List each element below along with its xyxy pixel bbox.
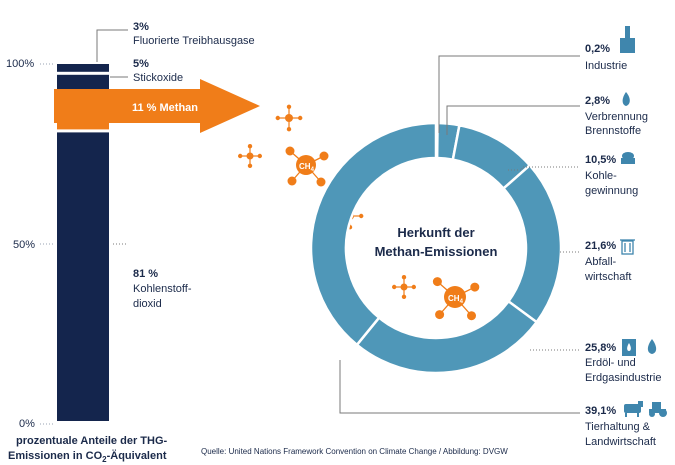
donut-title-line1: Herkunft der [397,225,474,240]
nitrous-label: Stickoxide [133,72,183,84]
abfall-label-line2: wirtschaft [584,271,631,283]
methane-molecule-small [392,275,416,299]
methane-molecule-large: CH4 [285,146,329,187]
verbrennung-label-line1: Verbrennung [585,111,648,123]
fluorinated-label: Fluorierte Treibhausgase [133,35,255,47]
co2-label-line2: dioxid [133,298,162,310]
leader-tierhaltung [339,360,580,414]
bar-segment-fluorinated [57,64,109,72]
kohle-label-line1: Kohle- [585,170,617,182]
tierhaltung-pct: 39,1% [585,405,616,417]
methane-arrow [54,79,260,133]
leader-fluorinated [96,29,128,62]
bar-caption-line1: prozentuale Anteile der THG- [16,435,168,447]
donut-chart: Herkunft der Methan-Emissionen [309,121,563,375]
nitrous-pct: 5% [133,58,149,70]
source-text: Quelle: United Nations Framework Convent… [201,447,508,456]
molecule-formula: CH4 [299,162,315,173]
erdoel-pct: 25,8% [585,342,616,354]
donut-leaders [339,55,580,414]
verbrennung-pct: 2,8% [585,95,610,107]
kohle-pct: 10,5% [585,154,616,166]
verbrennung-label-line2: Brennstoffe [585,125,641,137]
stacked-bar-chart: 100% 50% 0% 11 % Methan 3% Fluorierte Tr… [6,21,260,464]
methane-share-label: 11 % Methan [132,102,198,114]
abfall-pct: 21,6% [585,240,616,252]
trash-can-icon [620,239,635,255]
industrie-label: Industrie [585,60,627,72]
donut-slice-erdoel [355,299,539,375]
bar-caption-line2: Emissionen in CO2-Äquivalent [8,449,167,464]
donut-slice-abfall [501,163,563,324]
industrie-pct: 0,2% [585,43,610,55]
donut-slices [309,121,563,375]
bar-segment-co2 [57,132,109,421]
y-tick-100: 100% [6,58,34,70]
factory-icon [620,26,635,53]
leader-verbrennung [446,105,580,135]
molecule-formula: CH4 [448,294,464,305]
co2-label-line1: Kohlenstoff- [133,283,192,295]
y-tick-0: 0% [19,418,35,430]
flame-icon [622,92,630,106]
donut-title-line2: Methan-Emissionen [375,244,498,259]
leader-kohle [508,166,580,171]
leader-industrie [438,55,580,133]
y-tick-50: 50% [13,239,35,251]
methane-molecule-small [238,144,262,168]
co2-pct: 81 % [133,268,158,280]
bar-segment-nitrous [57,74,109,90]
oil-barrel-icon [622,339,636,356]
donut-labels: 0,2% Industrie 2,8% Verbrennung Brennsto… [584,43,661,448]
cow-icon [624,401,643,417]
erdoel-label-line1: Erdöl- und [585,357,636,369]
tractor-icon [649,402,667,417]
tierhaltung-label-line1: Tierhaltung & [585,421,651,433]
coal-cart-icon [621,152,635,164]
flame-icon [647,339,657,354]
kohle-label-line2: gewinnung [585,185,638,197]
methane-molecule-large: CH4 [432,277,480,321]
abfall-label-line1: Abfall- [585,256,617,268]
donut-slice-tierhaltung [309,121,438,347]
methane-molecule-small [275,104,303,132]
tierhaltung-label-line2: Landwirtschaft [585,436,656,448]
erdoel-label-line2: Erdgasindustrie [585,372,661,384]
fluorinated-pct: 3% [133,21,149,33]
